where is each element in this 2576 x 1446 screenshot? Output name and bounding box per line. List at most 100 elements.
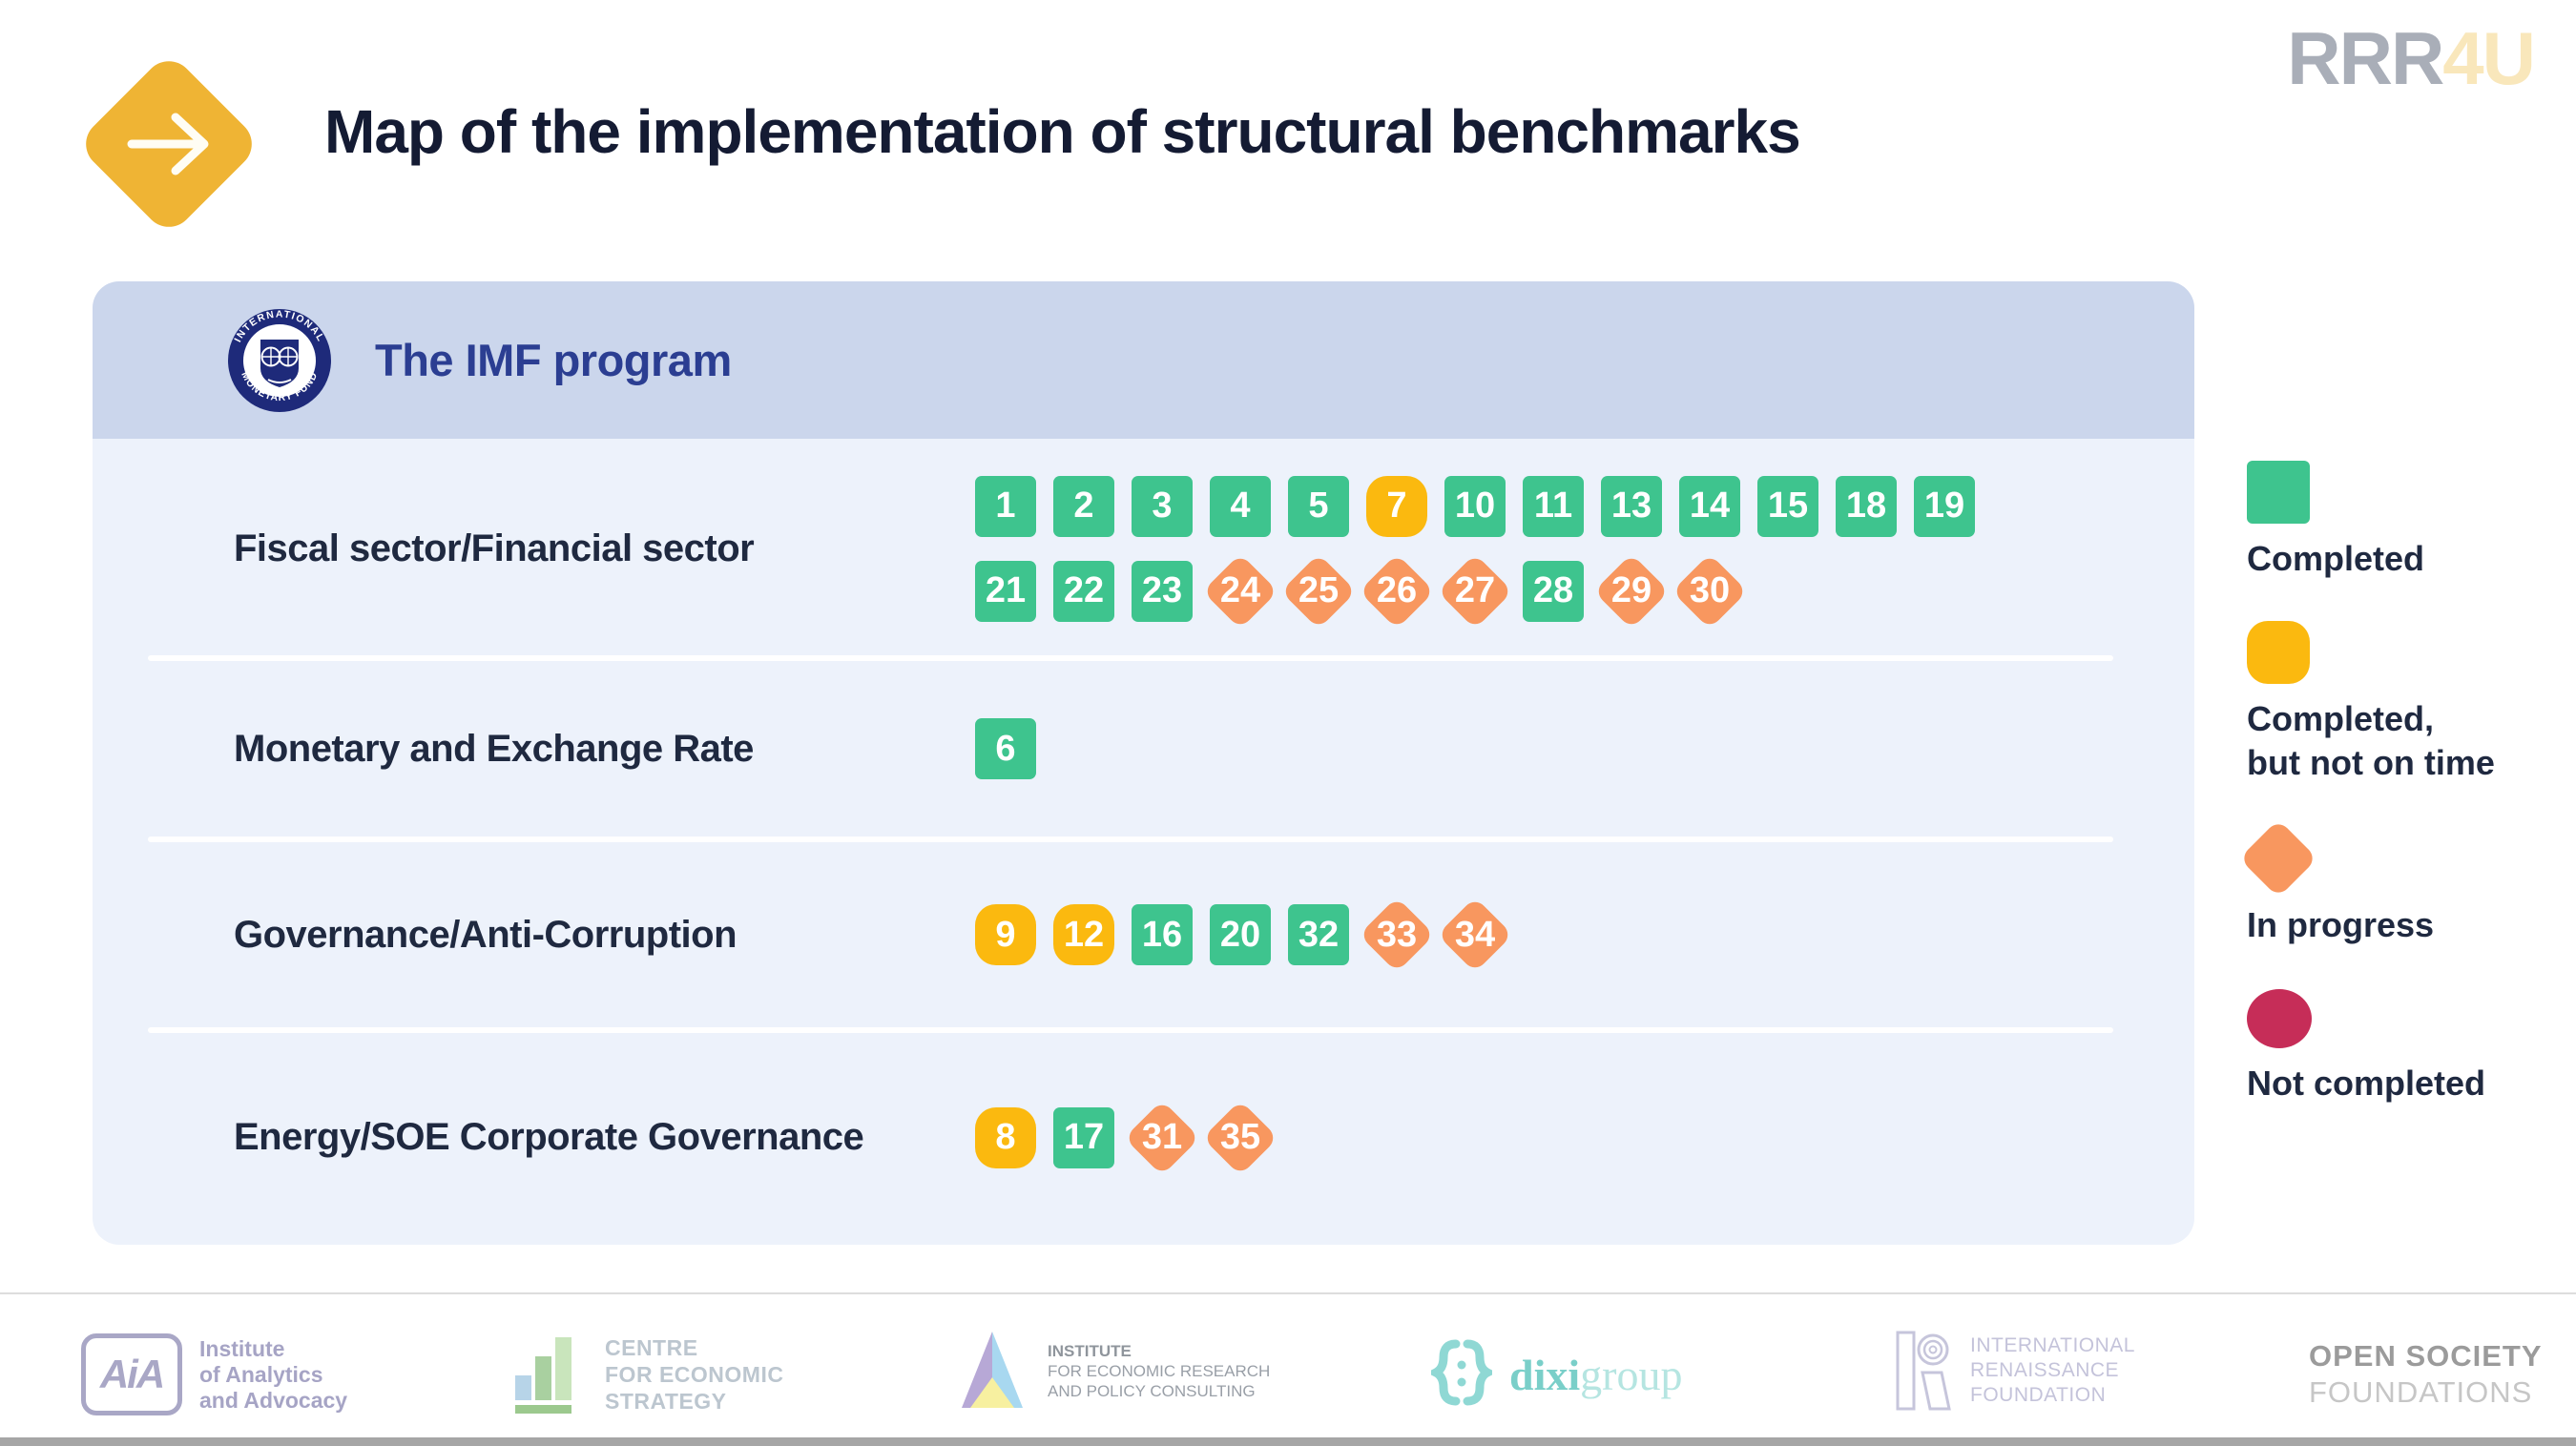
partner-text-line: INTERNATIONAL — [1970, 1334, 2135, 1356]
partner-text: OPEN SOCIETY FOUNDATIONS — [2309, 1338, 2543, 1411]
aia-glyph: AiA — [99, 1352, 165, 1396]
badge-number: 33 — [1376, 914, 1418, 955]
badge-number: 4 — [1230, 485, 1251, 526]
badge-number: 10 — [1454, 485, 1496, 526]
footer-divider — [0, 1292, 2576, 1294]
badge-number: 1 — [995, 485, 1016, 526]
partner-text-line: INSTITUTE — [1048, 1341, 1132, 1360]
badge-line: 9 12 16 20 32 33 34 — [975, 897, 1513, 973]
row-label: Monetary and Exchange Rate — [234, 727, 754, 770]
program-rows: Fiscal sector/Financial sector 1 2 3 4 5 7 10 11… — [93, 439, 2194, 1245]
badge-group: 1 2 3 4 5 7 10 11 13 14 15 18 19 21 22 23 24 25 26 27 28 29 30 — [975, 475, 1975, 630]
badge-line: 6 — [975, 718, 1036, 779]
benchmark-badge-14: 14 — [1679, 475, 1740, 537]
dixi-braces-icon — [1431, 1339, 1492, 1406]
benchmark-badge-5: 5 — [1288, 475, 1349, 537]
badge-number: 3 — [1152, 485, 1173, 526]
badge-number: 11 — [1533, 485, 1573, 526]
arrow-diamond-icon — [75, 51, 262, 238]
triangle-icon — [962, 1332, 1023, 1408]
partner-text-line: CENTRE — [605, 1335, 698, 1360]
partner-logo-international-renaissance-foundation: INTERNATIONAL RENAISSANCE FOUNDATION — [1894, 1328, 2135, 1414]
badge-number: 17 — [1063, 1117, 1105, 1157]
badge-group: 6 — [975, 718, 1036, 779]
partner-text-line: FOUNDATIONS — [2309, 1375, 2533, 1409]
page-title: Map of the implementation of structural … — [324, 96, 1801, 166]
badge-number: 16 — [1141, 914, 1183, 955]
badge-number: 6 — [995, 728, 1016, 769]
program-row: Fiscal sector/Financial sector 1 2 3 4 5 7 10 11… — [93, 439, 2194, 658]
badge-number: 9 — [995, 914, 1016, 955]
badge-number: 8 — [995, 1117, 1016, 1157]
benchmark-badge-6: 6 — [975, 718, 1036, 779]
legend-item-not-completed: Not completed — [2247, 989, 2495, 1105]
benchmark-badge-32: 32 — [1288, 904, 1349, 965]
partner-text-line: RENAISSANCE — [1970, 1359, 2120, 1381]
badge-number: 12 — [1063, 914, 1105, 955]
benchmark-badge-19: 19 — [1914, 475, 1975, 537]
partner-text-line: FOUNDATION — [1970, 1384, 2107, 1406]
partner-text: Institute of Analytics and Advocacy — [199, 1336, 347, 1414]
badge-number: 29 — [1610, 570, 1652, 610]
program-title: The IMF program — [375, 335, 732, 385]
benchmark-badge-26: 26 — [1359, 552, 1435, 630]
arrow-right-icon — [127, 113, 209, 176]
partner-text-line: OPEN SOCIETY — [2309, 1339, 2543, 1373]
benchmark-badge-8: 8 — [975, 1106, 1036, 1168]
benchmark-badge-13: 13 — [1601, 475, 1662, 537]
benchmark-badge-24: 24 — [1202, 552, 1278, 630]
badge-number: 27 — [1454, 570, 1496, 610]
benchmark-badge-10: 10 — [1444, 475, 1506, 537]
brand-accent-part: 4U — [2442, 16, 2536, 100]
benchmark-badge-18: 18 — [1836, 475, 1897, 537]
badge-number: 34 — [1454, 914, 1496, 955]
row-label: Fiscal sector/Financial sector — [234, 527, 755, 569]
progress-swatch — [2239, 819, 2317, 898]
legend-item-completed: Completed — [2247, 461, 2495, 581]
program-row: Energy/SOE Corporate Governance 8 17 31 35 — [93, 1027, 2194, 1245]
partner-text-line: Institute — [199, 1335, 285, 1361]
partner-logo-centre-for-economic-strategy: CENTRE FOR ECONOMIC STRATEGY — [515, 1332, 783, 1417]
brand-gray-part: RRR — [2287, 16, 2444, 100]
dixi-word-dark: dixi — [1509, 1350, 1581, 1399]
legend: Completed Completed, but not on time In pro… — [2247, 461, 2495, 1105]
legend-label: Not completed — [2247, 1064, 2486, 1103]
benchmark-badge-33: 33 — [1359, 897, 1435, 973]
benchmark-badge-23: 23 — [1132, 560, 1193, 622]
partner-text-line: FOR ECONOMIC RESEARCH — [1048, 1361, 1271, 1380]
badge-number: 20 — [1219, 914, 1261, 955]
next-page-edge — [0, 1437, 2576, 1446]
badge-number: 18 — [1845, 485, 1887, 526]
badge-number: 2 — [1073, 485, 1094, 526]
benchmark-badge-3: 3 — [1132, 475, 1193, 537]
benchmark-badge-2: 2 — [1053, 475, 1114, 537]
badge-line: 1 2 3 4 5 7 10 11 13 14 15 18 19 — [975, 475, 1975, 537]
program-row: Governance/Anti-Corruption 9 12 16 20 32 33 34 — [93, 837, 2194, 1030]
legend-label: In progress — [2247, 905, 2435, 944]
legend-label: but not on time — [2247, 743, 2495, 782]
badge-number: 26 — [1376, 570, 1418, 610]
badge-number: 5 — [1308, 485, 1329, 526]
benchmark-badge-22: 22 — [1053, 560, 1114, 622]
card-header: INTERNATIONAL MONETARY FUND The IMF prog… — [93, 281, 2194, 439]
benchmark-badge-9: 9 — [975, 904, 1036, 965]
partner-text-line: FOR ECONOMIC — [605, 1362, 784, 1387]
benchmark-badge-25: 25 — [1280, 552, 1357, 630]
badge-number: 19 — [1923, 485, 1965, 526]
benchmark-badge-15: 15 — [1757, 475, 1818, 537]
imf-logo: INTERNATIONAL MONETARY FUND — [228, 308, 331, 412]
badge-line: 21 22 23 24 25 26 27 28 29 30 — [975, 552, 1975, 630]
badge-number: 22 — [1063, 570, 1105, 610]
dixi-word-light: group — [1580, 1350, 1683, 1399]
late-swatch — [2247, 621, 2310, 684]
badge-number: 21 — [985, 570, 1027, 610]
program-row: Monetary and Exchange Rate 6 — [93, 655, 2194, 839]
imf-program-card: INTERNATIONAL MONETARY FUND The IMF prog… — [93, 281, 2194, 1245]
badge-number: 31 — [1141, 1117, 1183, 1157]
benchmark-badge-35: 35 — [1202, 1099, 1278, 1176]
benchmark-badge-17: 17 — [1053, 1106, 1114, 1168]
aia-logo-icon: AiA — [81, 1333, 182, 1415]
partner-logo-dixigroup: dixigroup — [1431, 1332, 1682, 1417]
benchmark-badge-27: 27 — [1437, 552, 1513, 630]
